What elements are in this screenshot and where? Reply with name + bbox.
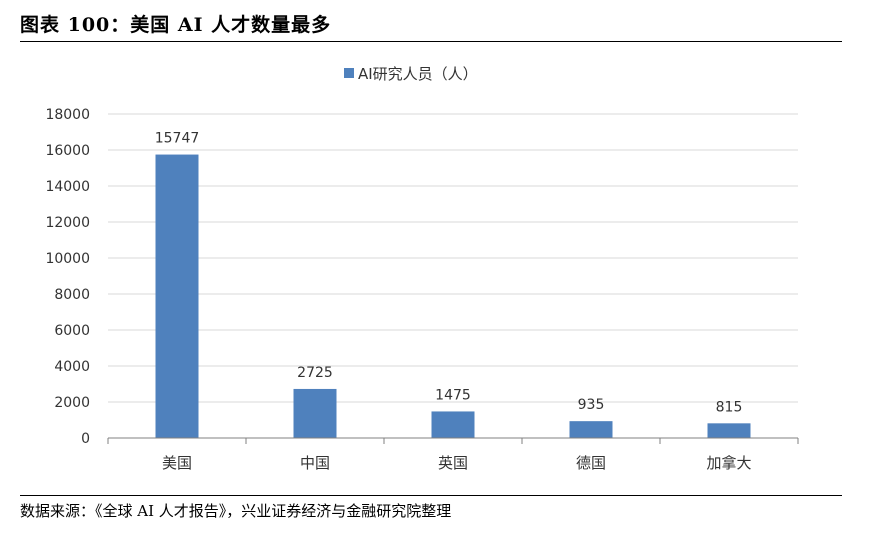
y-tick-label: 8000 xyxy=(54,287,90,303)
bar xyxy=(293,388,337,438)
y-tick-label: 12000 xyxy=(45,215,90,231)
legend-label: AI研究人员（人） xyxy=(358,65,478,83)
bar xyxy=(431,411,475,438)
x-tick-label: 加拿大 xyxy=(706,454,751,472)
data-labels: 15747 2725 1475 935 815 xyxy=(155,131,743,416)
figure-title: 图表 100：美国 AI 人才数量最多 xyxy=(20,14,332,36)
y-tick-label: 10000 xyxy=(45,251,90,267)
legend-swatch xyxy=(344,68,354,78)
bar-value-label: 2725 xyxy=(297,365,333,381)
x-axis-ticks: 美国 中国 英国 德国 加拿大 xyxy=(107,438,799,472)
bar-value-label: 1475 xyxy=(435,387,471,403)
bars xyxy=(155,154,751,438)
x-tick-label: 美国 xyxy=(162,454,192,472)
bar-value-label: 15747 xyxy=(155,131,200,147)
y-tick-label: 4000 xyxy=(54,359,90,375)
x-tick-label: 中国 xyxy=(300,454,330,472)
y-axis-ticks: 0 2000 4000 6000 8000 10000 12000 14000 16000 180… xyxy=(45,107,90,447)
legend: AI研究人员（人） xyxy=(344,65,478,83)
bar-value-label: 935 xyxy=(578,397,605,413)
bar xyxy=(155,154,199,438)
y-tick-label: 14000 xyxy=(45,179,90,195)
bar xyxy=(569,421,613,438)
y-tick-label: 18000 xyxy=(45,107,90,123)
source-rule xyxy=(20,495,842,496)
source-note: 数据来源：《全球 AI 人才报告》，兴业证券经济与金融研究院整理 xyxy=(20,502,452,520)
title-rule xyxy=(20,41,842,42)
bar xyxy=(707,423,751,438)
x-tick-label: 德国 xyxy=(576,454,606,472)
x-tick-label: 英国 xyxy=(438,454,468,472)
y-tick-label: 2000 xyxy=(54,395,90,411)
y-tick-label: 6000 xyxy=(54,323,90,339)
y-tick-label: 16000 xyxy=(45,143,90,159)
bar-value-label: 815 xyxy=(716,399,743,415)
y-tick-label: 0 xyxy=(81,431,90,447)
